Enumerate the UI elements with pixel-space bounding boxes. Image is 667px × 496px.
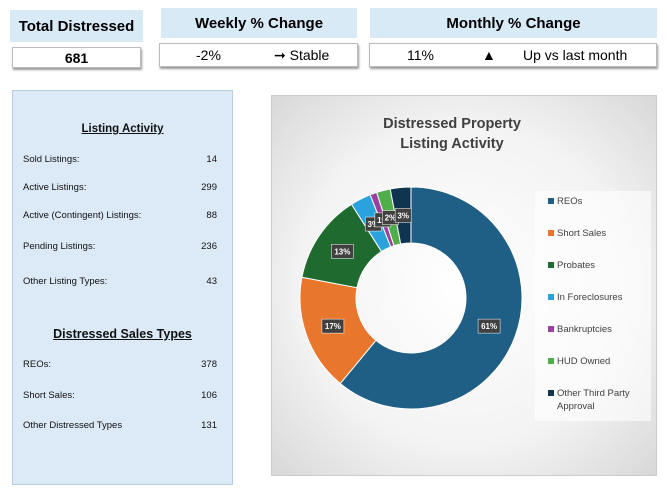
row-label: Active Listings: — [23, 182, 87, 193]
row-label: Other Listing Types: — [23, 276, 108, 287]
legend-swatch — [548, 326, 554, 332]
data-label: 3% — [397, 211, 409, 220]
label-box — [477, 318, 501, 334]
data-label: 17% — [325, 322, 341, 331]
legend-entry: HUD Owned — [548, 355, 647, 368]
kpi-value-row: -2% ➞ Stable — [159, 43, 358, 67]
label-box — [321, 318, 345, 334]
legend-swatch — [548, 230, 554, 236]
legend-label: Probates — [557, 260, 596, 271]
legend-swatch — [548, 262, 554, 268]
row-value: 299 — [201, 182, 217, 193]
row-value: 131 — [201, 420, 217, 431]
data-label: 2% — [385, 214, 397, 223]
data-label: 3% — [368, 220, 380, 229]
legend-entry: In Foreclosures — [548, 291, 647, 304]
section-title: Listing Activity — [81, 123, 164, 135]
kpi-status: Up vs last month — [523, 47, 628, 63]
chart-area: Distressed Property Listing Activity 61%… — [271, 95, 657, 476]
data-label: 13% — [334, 247, 350, 256]
row-label: Pending Listings: — [23, 241, 96, 252]
legend-entry: REOs — [548, 195, 647, 208]
row-value: 43 — [206, 276, 217, 287]
legend-swatch — [548, 390, 554, 396]
row-label: Sold Listings: — [23, 154, 80, 165]
kpi-value-row: 11% ▲ Up vs last month — [369, 43, 657, 67]
row-value: 378 — [201, 359, 217, 370]
label-box — [394, 208, 412, 223]
row-label: Short Sales: — [23, 390, 75, 401]
kpi-indicator: ▲ — [482, 47, 496, 63]
kpi-status: ➞ Stable — [274, 46, 330, 63]
row-label: Other Distressed Types — [23, 420, 123, 431]
legend-entry: Other Third Party Approval — [548, 387, 647, 413]
kpi-title: Weekly % Change — [161, 8, 357, 38]
label-box — [331, 244, 354, 259]
legend-label: REOs — [557, 196, 583, 207]
legend-swatch — [548, 294, 554, 300]
kpi-value: 681 — [12, 47, 141, 68]
data-label: 61% — [481, 322, 497, 331]
kpi-title: Monthly % Change — [370, 8, 657, 38]
row-value: 14 — [206, 154, 217, 165]
kpi-value: 11% — [407, 47, 434, 63]
kpi-value: -2% — [196, 47, 221, 63]
legend-entry: Short Sales — [548, 227, 647, 240]
row-value: 88 — [206, 210, 217, 221]
legend-label: In Foreclosures — [557, 292, 623, 303]
donut-segment — [339, 186, 523, 410]
row-label: Active (Contingent) Listings: — [23, 210, 142, 221]
legend-label: HUD Owned — [557, 356, 611, 367]
legend-label: Short Sales — [557, 228, 607, 239]
row-value: 236 — [201, 241, 217, 252]
section-title: Distressed Sales Types — [53, 327, 192, 341]
stats-panel: Listing Activity Distressed Sales Types … — [12, 90, 233, 485]
chart-title: Distressed Property Listing Activity — [383, 116, 521, 152]
legend-entry: Probates — [548, 259, 647, 272]
legend-entry: Bankruptcies — [548, 323, 647, 336]
legend-label: Bankruptcies — [557, 324, 612, 335]
legend-swatch — [548, 358, 554, 364]
chart: 61%17%13%3%1%2%3% — [299, 186, 523, 410]
kpi-title: Total Distressed — [10, 10, 143, 42]
row-value: 106 — [201, 390, 217, 401]
legend-swatch — [548, 198, 554, 204]
legend-label: Other Third Party Approval — [557, 388, 630, 412]
legend: REOs Short Sales Probates In Foreclosures Ba… — [535, 191, 651, 421]
row-label: REOs: — [23, 359, 51, 370]
